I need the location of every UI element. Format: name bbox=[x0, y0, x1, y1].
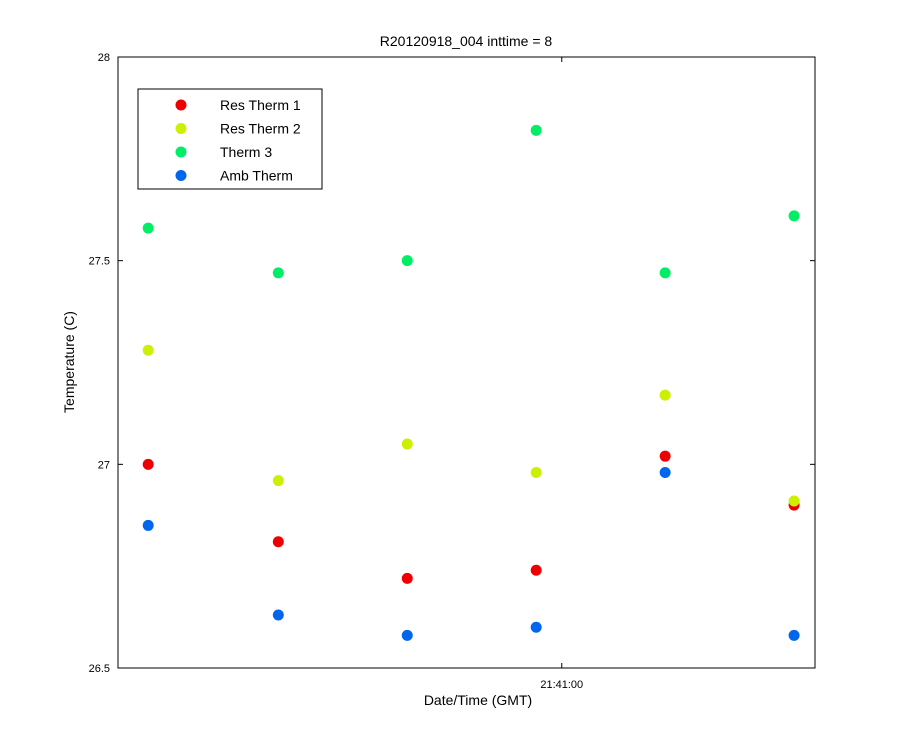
point-therm-3 bbox=[272, 267, 284, 279]
y-tick-label: 26.5 bbox=[89, 663, 110, 675]
point-therm-3 bbox=[530, 124, 542, 136]
point-res-therm-2 bbox=[272, 475, 284, 487]
point-res-therm-1 bbox=[530, 564, 542, 576]
legend-label: Res Therm 1 bbox=[220, 97, 301, 113]
legend: Res Therm 1 Res Therm 2 Therm 3 Amb Therm bbox=[137, 88, 323, 190]
legend-label: Amb Therm bbox=[220, 168, 293, 184]
point-res-therm-2 bbox=[530, 466, 542, 478]
legend-box bbox=[137, 88, 323, 190]
point-amb-therm bbox=[142, 519, 154, 531]
point-res-therm-2 bbox=[659, 389, 671, 401]
y-tick-label: 27.5 bbox=[89, 256, 110, 268]
point-res-therm-1 bbox=[142, 458, 154, 470]
point-res-therm-1 bbox=[401, 572, 413, 584]
point-therm-3 bbox=[401, 255, 413, 267]
x-axis: 21:41:0021:42:00 bbox=[540, 57, 583, 691]
point-res-therm-2 bbox=[401, 438, 413, 450]
legend-marker bbox=[175, 146, 187, 158]
y-tick-label: 27 bbox=[98, 459, 110, 471]
point-therm-3 bbox=[788, 210, 800, 222]
point-amb-therm bbox=[272, 609, 284, 621]
point-therm-3 bbox=[659, 267, 671, 279]
legend-marker bbox=[175, 99, 187, 111]
point-amb-therm bbox=[530, 621, 542, 633]
data-points bbox=[142, 124, 800, 641]
legend-marker bbox=[175, 123, 187, 134]
chart-title: R20120918_004 inttime = 8 bbox=[380, 33, 553, 49]
legend-label: Res Therm 2 bbox=[220, 121, 301, 137]
point-amb-therm bbox=[401, 629, 413, 641]
y-axis: 26.5 27 27.5 28 bbox=[89, 52, 815, 675]
legend-marker bbox=[175, 170, 187, 181]
point-amb-therm bbox=[788, 629, 800, 641]
point-amb-therm bbox=[659, 466, 671, 478]
x-axis-label: Date/Time (GMT) bbox=[424, 692, 532, 708]
point-res-therm-1 bbox=[659, 450, 671, 462]
point-res-therm-1 bbox=[272, 536, 284, 548]
point-therm-3 bbox=[142, 222, 154, 234]
x-tick-label: 21:41:00 bbox=[540, 679, 583, 691]
y-tick-label: 28 bbox=[98, 52, 110, 64]
legend-label: Therm 3 bbox=[220, 144, 272, 160]
point-res-therm-2 bbox=[142, 344, 154, 356]
point-res-therm-2 bbox=[788, 495, 800, 507]
y-axis-label: Temperature (C) bbox=[61, 311, 77, 413]
